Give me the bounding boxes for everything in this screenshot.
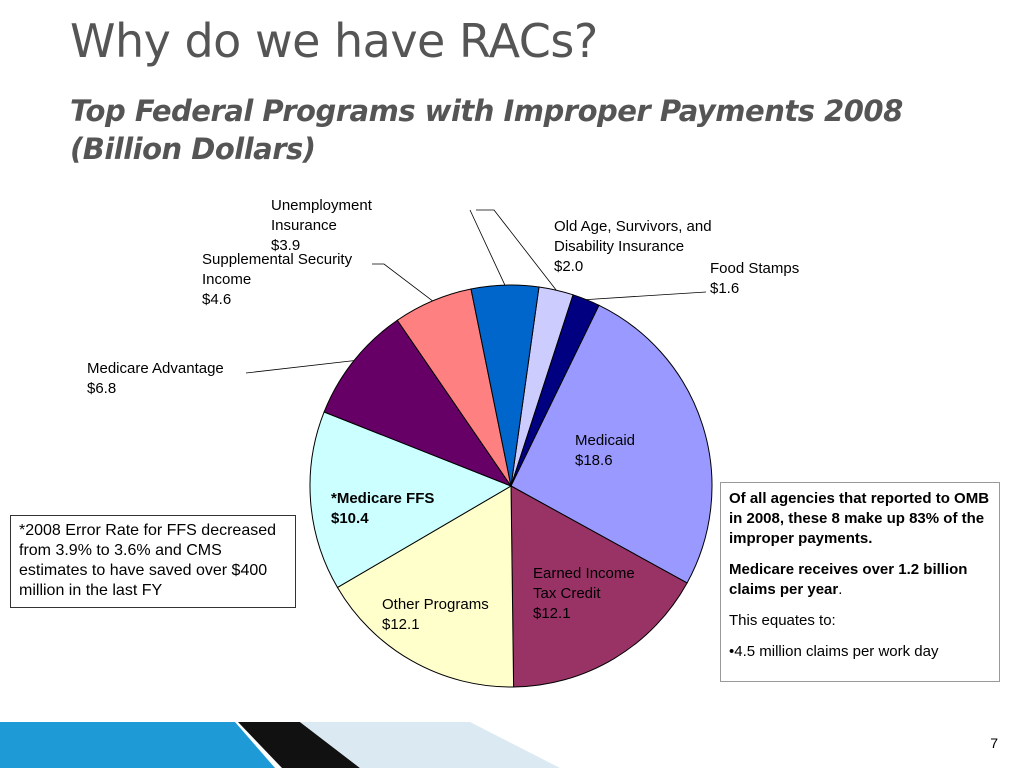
ffs-error-rate-footnote: *2008 Error Rate for FFS decreased from …: [10, 515, 296, 608]
pie-slice-medicare-ffs: [309, 411, 513, 589]
leader-line-old-age-survivors-and-disability-insurance: [476, 209, 557, 291]
slice-label-earned-income-tax-credit: Earned Income Tax Credit $12.1: [533, 565, 635, 622]
slice-label-other-programs: Other Programs $12.1: [382, 596, 489, 633]
slice-label-medicare-ffs: *Medicare FFS $10.4: [331, 490, 434, 527]
bar-pale-stripe: [300, 722, 560, 768]
slice-label-supplemental-security-income: Supplemental Security Income $4.6: [202, 251, 353, 308]
info-claims-paragraph: Medicare receives over 1.2 billion claim…: [729, 560, 991, 600]
improper-payments-info-box: Of all agencies that reported to OMB in …: [720, 482, 1000, 682]
leader-line-supplemental-security-income: [372, 263, 433, 302]
info-claims-tail: .: [838, 581, 843, 598]
slice-label-food-stamps: Food Stamps $1.6: [710, 260, 799, 297]
bottom-decorative-bar: [0, 722, 560, 768]
slice-label-medicare-advantage: Medicare Advantage $6.8: [87, 360, 224, 397]
info-claims-text: Medicare receives over 1.2 billion claim…: [729, 561, 968, 598]
pie-slice-medicare-advantage: [323, 319, 513, 488]
slice-label-medicaid: Medicaid $18.6: [575, 432, 635, 469]
footnote-text: *2008 Error Rate for FFS decreased from …: [19, 522, 277, 599]
leader-line-food-stamps: [586, 291, 707, 300]
info-equates-text: This equates to:: [729, 612, 836, 629]
slice-label-unemployment-insurance: Unemployment Insurance $3.9: [271, 197, 373, 254]
pie-slice-earned-income-tax-credit: [510, 485, 688, 688]
pie-chart: Old Age, Survivors, and Disability Insura…: [87, 197, 799, 688]
bar-light-blue-stripe: [0, 722, 275, 768]
slide-title: Why do we have RACs?: [70, 14, 598, 68]
leader-line-unemployment-insurance: [469, 209, 506, 286]
info-claims-per-day: •4.5 million claims per work day: [729, 643, 939, 660]
leader-line-medicare-advantage: [245, 360, 354, 374]
page-number: 7: [990, 735, 998, 751]
pie-slice-other-programs: [336, 485, 515, 688]
bar-dark-stripe: [238, 722, 360, 768]
info-agencies-text: Of all agencies that reported to OMB in …: [729, 490, 990, 547]
chart-subtitle: Top Federal Programs with Improper Payme…: [70, 94, 903, 166]
slice-label-old-age-survivors-and-disability-insurance: Old Age, Survivors, and Disability Insura…: [554, 218, 712, 275]
